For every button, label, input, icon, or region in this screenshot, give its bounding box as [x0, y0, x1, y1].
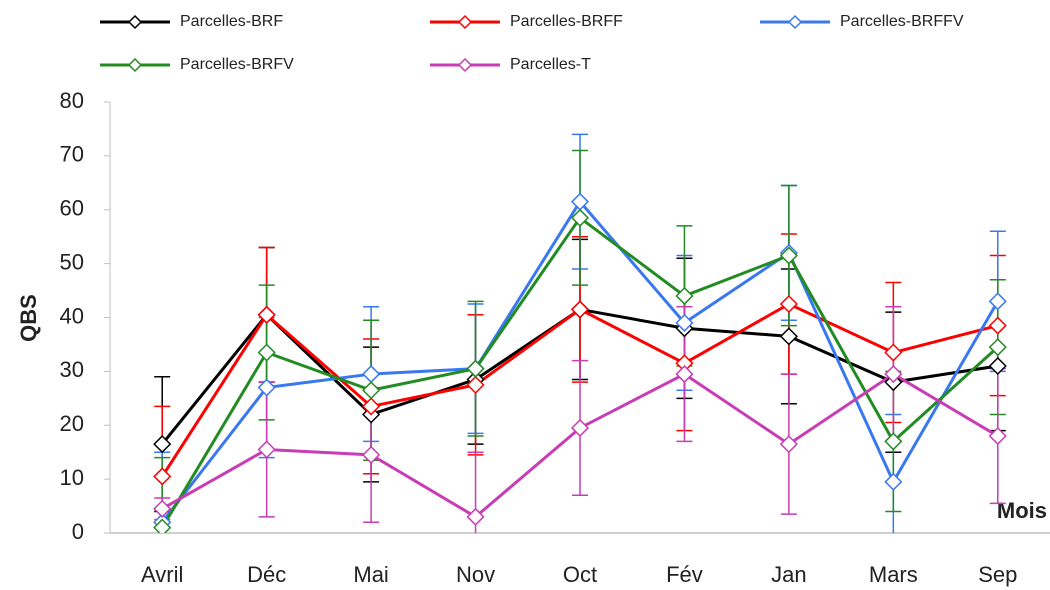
x-tick-label: Mars — [869, 562, 918, 587]
legend-label: Parcelles-BRF — [180, 13, 283, 30]
point-marker — [153, 518, 172, 533]
x-tick-label: Mai — [353, 562, 388, 587]
point-marker — [988, 316, 1007, 335]
point-marker — [257, 440, 276, 459]
y-tick-label: 0 — [72, 519, 84, 544]
point-marker — [884, 472, 903, 491]
point-marker — [257, 378, 276, 397]
point-marker — [988, 338, 1007, 357]
point-marker — [362, 445, 381, 464]
legend-marker — [457, 14, 473, 30]
point-marker — [988, 426, 1007, 446]
point-marker — [570, 208, 590, 227]
x-axis-label: Mois — [997, 498, 1047, 523]
point-marker — [362, 365, 381, 384]
x-tick-label: Fév — [666, 562, 703, 587]
point-marker — [570, 418, 590, 438]
point-marker — [466, 375, 485, 394]
point-marker — [779, 435, 798, 454]
legend-label: Parcelles-T — [510, 56, 591, 73]
y-tick-label: 80 — [60, 88, 84, 113]
point-marker — [675, 286, 694, 306]
x-tick-label: Déc — [247, 562, 286, 587]
point-marker — [988, 292, 1007, 311]
point-marker — [153, 499, 172, 518]
y-tick-label: 30 — [60, 357, 84, 382]
point-marker — [675, 313, 694, 332]
point-marker — [362, 381, 381, 400]
y-tick-label: 60 — [60, 196, 84, 221]
point-marker — [779, 246, 798, 265]
x-tick-label: Nov — [456, 562, 495, 587]
point-marker — [884, 365, 903, 384]
y-tick-label: 20 — [60, 411, 84, 436]
point-marker — [675, 365, 694, 384]
y-tick-label: 10 — [60, 465, 84, 490]
legend-label: Parcelles-BRFF — [510, 13, 623, 30]
y-tick-label: 70 — [60, 142, 84, 167]
legend-marker — [457, 57, 473, 73]
point-marker — [257, 343, 276, 362]
legend-label: Parcelles-BRFV — [180, 56, 294, 73]
point-marker — [153, 467, 172, 486]
point-marker — [466, 359, 485, 378]
x-tick-label: Jan — [771, 562, 806, 587]
point-marker — [362, 397, 381, 416]
x-tick-label: Avril — [141, 562, 183, 587]
point-marker — [779, 294, 798, 314]
point-marker — [988, 356, 1007, 376]
point-marker — [257, 305, 276, 324]
point-marker — [466, 507, 485, 526]
point-marker — [153, 435, 172, 454]
point-marker — [779, 327, 798, 346]
x-tick-label: Oct — [563, 562, 597, 587]
x-tick-label: Sep — [978, 562, 1017, 587]
legend-marker — [127, 14, 143, 30]
legend-label: Parcelles-BRFFV — [840, 13, 964, 30]
legend-marker — [127, 57, 143, 73]
point-marker — [884, 432, 903, 451]
y-tick-label: 40 — [60, 303, 84, 328]
plot-area — [153, 133, 1007, 533]
legend-marker — [787, 14, 803, 30]
y-axis-label: QBS — [16, 294, 41, 342]
y-tick-label: 50 — [60, 249, 84, 274]
point-marker — [570, 300, 590, 319]
point-marker — [884, 343, 903, 362]
